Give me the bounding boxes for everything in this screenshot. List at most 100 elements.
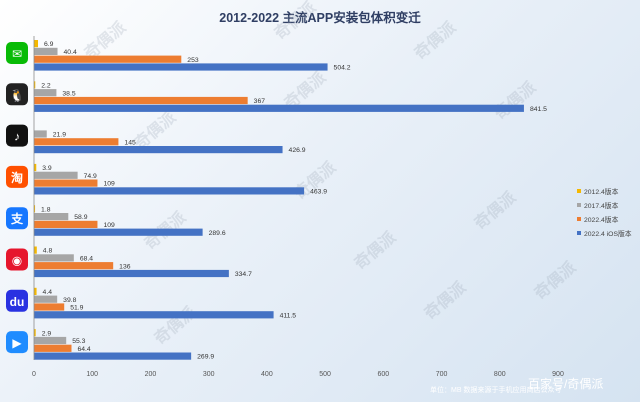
x-tick-label: 700 [436, 371, 448, 378]
bar [34, 262, 114, 270]
bar [34, 287, 37, 295]
qq-icon-bg [6, 83, 28, 106]
qq-icon-glyph: 🐧 [10, 88, 25, 102]
data-label: 1.8 [41, 206, 51, 213]
data-label: 109 [103, 181, 115, 188]
data-label: 74.9 [84, 173, 97, 180]
youku-icon-glyph: ▶ [12, 336, 22, 350]
bar [34, 311, 274, 319]
data-label: 38.5 [62, 90, 75, 97]
bar [34, 303, 65, 311]
data-label: 841.5 [530, 106, 547, 113]
youku-icon: ▶ [6, 331, 28, 354]
bar [34, 344, 72, 352]
data-label: 253 [187, 57, 199, 64]
bar [34, 63, 328, 71]
bar [34, 81, 36, 89]
baidu-icon-glyph: du [10, 295, 25, 309]
data-label: 4.8 [43, 248, 53, 255]
legend-label: 2022.4版本 [584, 215, 619, 224]
douyin-icon-glyph: ♪ [14, 130, 20, 144]
data-label: 58.9 [74, 214, 87, 221]
weibo-icon: ◉ [6, 248, 28, 271]
data-label: 269.9 [197, 354, 214, 361]
bar [34, 205, 36, 213]
bar [34, 163, 37, 172]
bar [34, 96, 248, 105]
x-axis: 0 100 200 300 400 500 600 700 800 900 [32, 36, 564, 378]
footer-brand: 百家号/奇偶派 [528, 376, 603, 391]
legend: 2012.4版本 2017.4版本 2022.4版本 2022.4 iOS版本 [577, 187, 632, 238]
wechat-icon: ✉ [6, 42, 28, 64]
app-icons: ✉ 🐧 ♪ 淘支 ◉ du ▶ [6, 42, 28, 354]
bar [34, 179, 98, 187]
legend-label: 2022.4 iOS版本 [584, 229, 632, 238]
bar [34, 246, 37, 254]
youku-icon-bg [6, 331, 28, 354]
alipay-icon-glyph: 支 [10, 211, 24, 226]
data-label: 3.9 [42, 165, 52, 172]
douyin-icon: ♪ [6, 124, 28, 147]
footer-source: 单位：MB 数据来源于手机应用商店公众号 [430, 385, 561, 394]
bar [34, 138, 119, 146]
chart-title: 2012-2022 主流APP安装包体积变迁 [219, 10, 421, 25]
weibo-icon-bg [6, 248, 28, 271]
bar [34, 352, 192, 360]
bar [34, 171, 78, 179]
data-label: 2.9 [42, 330, 52, 337]
bar [34, 329, 36, 337]
bar [34, 220, 98, 228]
qq-icon: 🐧 [6, 83, 28, 106]
alipay-icon: 支 [6, 207, 28, 230]
douyin-icon-bg [6, 124, 28, 147]
wechat-icon-bg [6, 42, 28, 64]
x-tick-label: 900 [552, 371, 564, 378]
taobao-icon: 淘 [6, 165, 28, 188]
wechat-icon-glyph: ✉ [12, 47, 22, 61]
watermark-text: 奇偶派 [420, 277, 470, 323]
data-label: 367 [254, 98, 266, 105]
data-label: 4.4 [43, 289, 53, 296]
legend-swatch [577, 203, 581, 207]
data-label: 463.9 [310, 189, 327, 196]
x-tick-label: 0 [32, 371, 36, 378]
bar [34, 187, 305, 195]
data-label: 145 [124, 139, 136, 146]
data-label: 40.4 [64, 49, 77, 56]
watermark-text: 奇偶派 [490, 77, 540, 123]
bar [34, 146, 283, 154]
legend-swatch [577, 189, 581, 193]
legend-swatch [577, 217, 581, 221]
bar [34, 269, 229, 278]
x-tick-label: 200 [145, 371, 157, 378]
data-label: 55.3 [72, 338, 85, 345]
watermark-text: 奇偶派 [350, 227, 400, 273]
x-tick-label: 400 [261, 371, 273, 378]
data-label: 21.9 [53, 132, 66, 139]
legend-swatch [577, 231, 581, 235]
x-tick-label: 800 [494, 371, 506, 378]
data-label: 51.9 [70, 305, 83, 312]
bar [34, 228, 203, 236]
bar [34, 40, 39, 48]
legend-label: 2017.4版本 [584, 201, 619, 210]
bar [34, 104, 524, 112]
watermark-text: 奇偶派 [150, 302, 200, 348]
watermark-text: 奇偶派 [530, 257, 580, 303]
data-label: 64.4 [77, 346, 90, 353]
taobao-icon-glyph: 淘 [11, 170, 23, 185]
data-label: 334.7 [235, 271, 252, 278]
bar [34, 55, 182, 63]
bar [34, 89, 57, 97]
data-label: 289.6 [209, 230, 226, 237]
bar [34, 254, 74, 262]
data-label: 6.9 [44, 41, 54, 48]
data-label: 136 [119, 263, 131, 270]
bars: 6.9 40.4 253 504.2 2.2 38.5 367 841.5 21.9 145 426… [34, 40, 547, 361]
alipay-icon-bg [6, 207, 28, 230]
data-label: 109 [103, 222, 115, 229]
weibo-icon-glyph: ◉ [12, 254, 22, 268]
legend-label: 2012.4版本 [584, 187, 619, 196]
